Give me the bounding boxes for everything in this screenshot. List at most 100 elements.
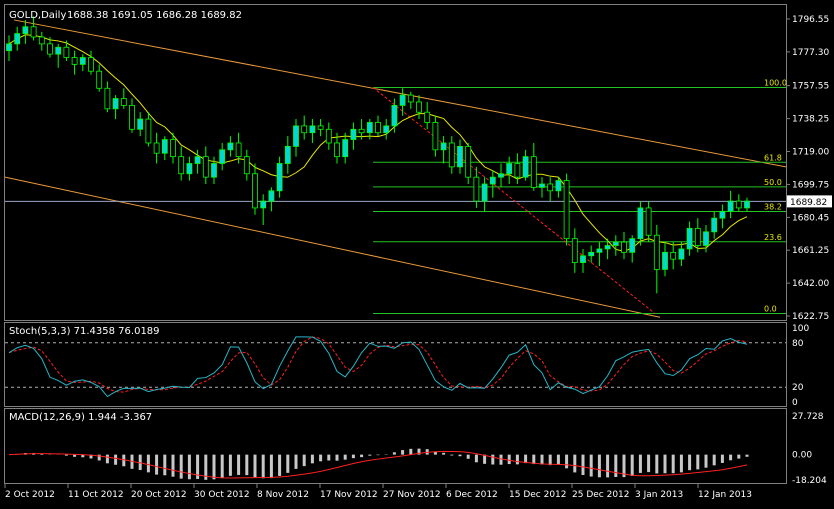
main-plot-area: 100.0 61.8 50.0 38.2 23.6 0.0 [4,16,787,318]
candle-body [588,251,595,257]
candle-body [711,217,718,233]
candle-body [489,176,496,185]
candle-body [727,200,734,212]
candle-body [563,180,570,240]
price-tick-label: 1699.75 [792,180,829,190]
candle-body [350,128,357,140]
main-title: GOLD,Daily [9,10,66,21]
fibo-level-label: 38.2 [764,203,782,212]
candle-body [235,142,242,158]
candle-body [55,46,62,55]
time-tick-label: 15 Dec 2012 [509,490,567,500]
candle-body [612,241,619,246]
candle-body [440,142,447,151]
stoch-plot-area [5,336,786,398]
candle-body [678,248,685,260]
macd-title: MACD(12,26,9) 1.944 -3.367 [9,412,152,423]
price-tick-label: 1661.25 [792,246,829,256]
candle-body [211,163,217,178]
candle-body [383,125,390,134]
time-tick-label: 8 Nov 2012 [257,490,309,500]
candle-body [416,101,422,113]
stoch-scale-label: 20 [792,383,804,393]
fibo-level-label: 100.0 [764,78,787,87]
candle-body [153,142,160,154]
stoch-scale-label: 100 [792,324,809,334]
fibo-level-label: 50.0 [764,178,782,187]
candle-body [309,125,316,134]
candle-body [301,125,308,134]
candle-body [407,94,414,103]
price-tick-label: 1757.55 [792,82,829,92]
candle-body [276,163,283,192]
candle-body [571,238,578,263]
candle-body [621,241,627,253]
candle-body [325,128,332,144]
candle-body [129,104,135,130]
fibo-level-label: 0.0 [764,305,777,314]
candle-body [670,251,677,260]
time-tick-label: 20 Oct 2012 [131,490,187,500]
candle-body [366,122,373,134]
candle-body [465,145,472,178]
macd-plot-area [8,448,749,480]
candle-body [186,163,193,175]
price-tick-label: 1777.30 [792,48,829,58]
stoch-panel-frame [4,322,787,407]
candle-body [88,57,94,72]
candle-body [481,183,488,202]
candle-body [653,234,660,270]
candle-body [202,156,209,178]
time-tick-label: 11 Oct 2012 [68,490,124,500]
candle-body [284,145,291,164]
main-ohlc: 1688.38 1691.05 1686.28 1689.82 [67,10,242,21]
candle-body [120,98,127,106]
candle-body [645,207,652,236]
candle-body [686,228,693,250]
candle-body [243,156,250,175]
candle-body [596,248,603,253]
candle-body [514,163,521,178]
candle-body [6,43,12,52]
candle-body [137,118,144,130]
current-price-marker [787,195,832,208]
candle-body [227,142,234,151]
candle-body [268,190,275,202]
candle-body [260,200,267,209]
candle-body [604,245,611,250]
macd-scale-label: 0.00 [792,451,812,461]
price-tick-label: 1642.00 [792,279,829,289]
price-tick-label: 1622.75 [792,312,829,322]
macd-scale-label: -18.204 [792,476,827,486]
candle-body [637,207,644,240]
channel-lower-line [4,176,661,318]
axes: 1796.55 1777.30 1757.55 1738.25 1719.00 1699.… [4,15,832,500]
candle-body [178,156,185,175]
candle-body [539,183,545,188]
candle-body [30,26,37,38]
stoch-main-line [8,336,748,398]
candle-body [498,173,504,178]
candle-body [719,210,726,219]
candle-body [161,139,168,154]
candle-body [63,46,70,58]
time-tick-label: 25 Dec 2012 [572,490,630,500]
candle-body [448,142,455,168]
stoch-title: Stoch(5,3,3) 71.4358 76.0189 [9,326,160,337]
time-tick-label: 2 Oct 2012 [5,490,55,500]
candle-body [96,70,103,89]
candle-body [399,94,406,106]
candle-body [38,36,45,45]
stoch-signal-line [8,336,748,393]
candle-body [71,57,78,65]
main-panel-frame [4,4,787,321]
candle-body [457,145,463,168]
candle-body [317,125,324,130]
candle-body [342,139,349,158]
candle-body [522,156,529,178]
candle-body [334,142,340,158]
candle-body [47,43,53,55]
candle-body [662,251,668,270]
